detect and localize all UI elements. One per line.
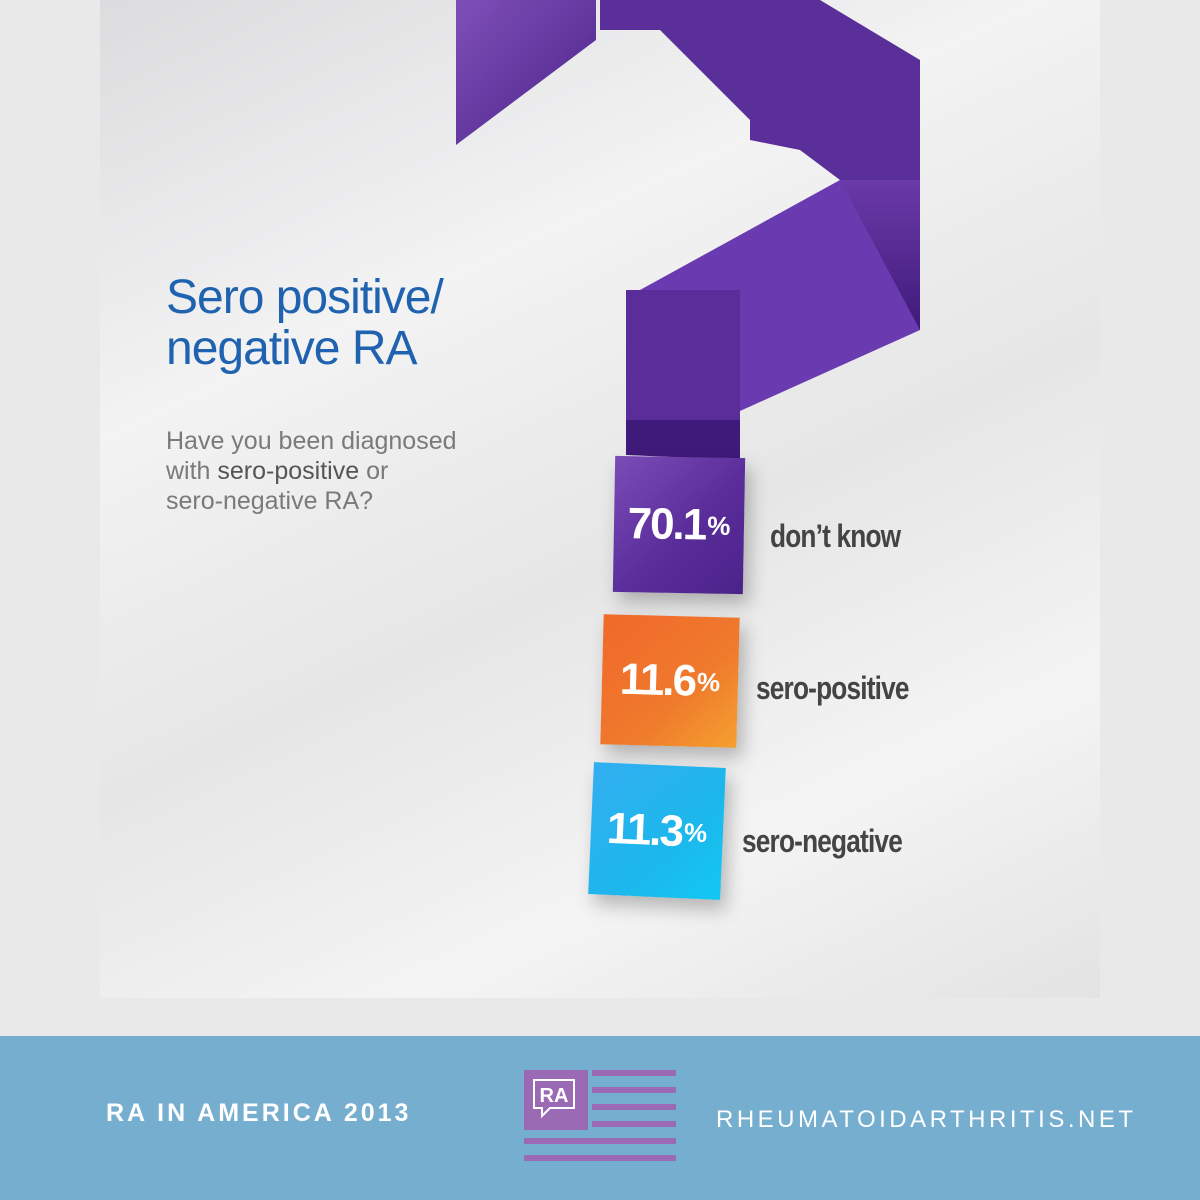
footer-campaign-title: RA IN AMERICA 2013 [106,1099,412,1127]
logo-text: RA [540,1085,569,1107]
chart-title: Sero positive/ negative RA [166,271,444,375]
bar-dont-know: 70.1% [612,455,746,595]
percent-sign: % [683,816,708,848]
percent-sign: % [696,666,721,697]
bar-label-sero-negative: sero-negative [742,823,903,859]
bar-sero-positive: 11.6% [600,614,740,748]
bar-label-sero-positive: sero-positive [756,670,909,706]
chart-title-line-2: negative RA [166,322,417,375]
ra-logo-icon: RA [524,1070,676,1161]
percent-sign: % [706,509,731,541]
bar-value-sero-positive: 11.6 [619,654,696,706]
survey-question-line-2b: sero-positive [217,457,360,485]
question-mark-icon [456,0,920,460]
survey-question-line-2c: or [359,457,389,485]
footer-site-link[interactable]: RHEUMATOIDARTHRITIS.NET [716,1106,1137,1133]
survey-question-line-2: with sero-positive or [166,456,586,486]
chart-title-line-1: Sero positive/ [166,271,444,324]
survey-question-line-2a: with [166,457,218,485]
bar-label-dont-know: don’t know [770,518,901,554]
bar-sero-negative: 11.3% [588,762,726,900]
survey-question-line-3: sero-negative RA? [166,487,374,515]
bar-value-dont-know: 70.1 [627,499,706,550]
survey-question-line-1: Have you been diagnosed [166,427,457,455]
bar-value-sero-negative: 11.3 [605,803,684,857]
footer-bar [0,1036,1200,1200]
survey-question: Have you been diagnosed with sero-positi… [166,426,586,516]
